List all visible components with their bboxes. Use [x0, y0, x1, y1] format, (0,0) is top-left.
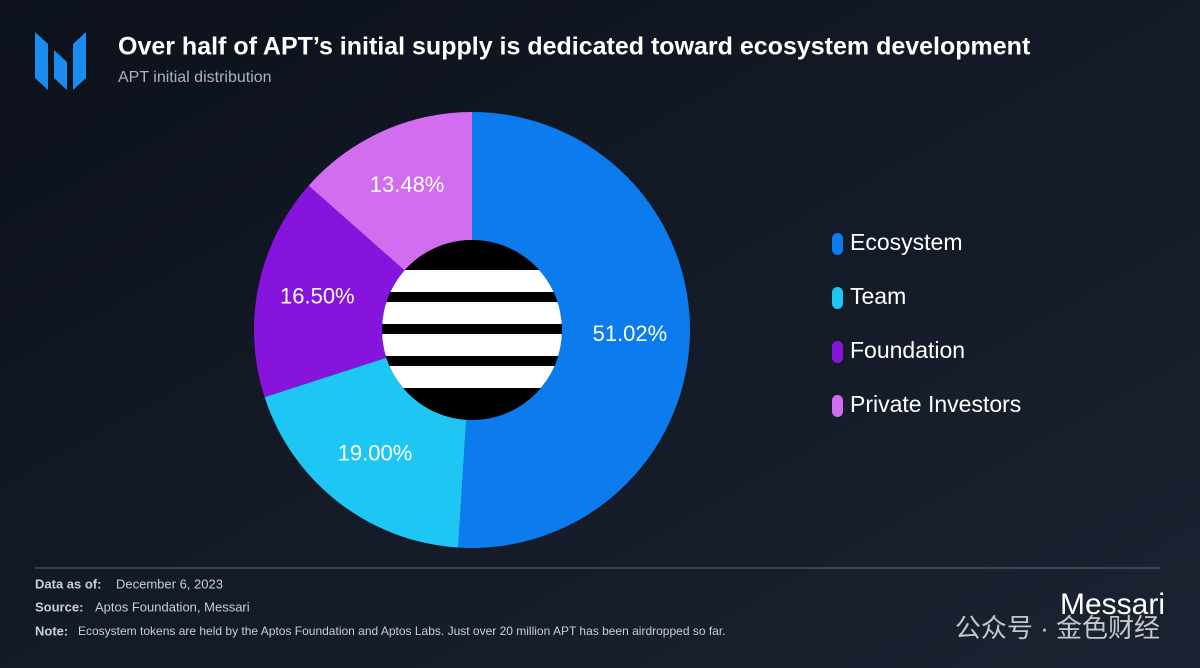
footer-label: Source: [35, 599, 83, 614]
legend-swatch [832, 287, 843, 309]
footer-label: Data as of: [35, 576, 101, 591]
legend-label: Foundation [850, 337, 965, 363]
donut: 51.02% 19.00% 16.50% 13.48% [254, 112, 691, 549]
legend-label: Team [850, 283, 906, 309]
slice [254, 185, 405, 398]
chart-subtitle: APT initial distribution [118, 69, 272, 86]
footer-text: Ecosystem tokens are held by the Aptos F… [78, 624, 726, 638]
value-label: 19.00% [338, 441, 413, 466]
slice [458, 112, 691, 549]
footer-text: December 6, 2023 [116, 576, 223, 591]
slice [264, 357, 467, 548]
footer-text: Aptos Foundation, Messari [95, 599, 250, 614]
value-label: 13.48% [370, 172, 445, 197]
brand: Messari [1060, 588, 1165, 621]
footer: Data as of: December 6, 2023 Source: Apt… [35, 576, 726, 638]
value-label: 51.02% [593, 321, 668, 346]
footer-label: Note: [35, 623, 68, 638]
legend-swatch [832, 233, 843, 255]
legend-label: Private Investors [850, 391, 1021, 417]
messari-logo [35, 32, 86, 90]
legend-swatch [832, 341, 843, 363]
chart-title: Over half of APT’s initial supply is ded… [118, 33, 1031, 61]
slice [308, 112, 472, 271]
aptos-logo [382, 240, 562, 420]
legend: Ecosystem Team Foundation Private Investors [832, 229, 1021, 417]
watermark: 公众号 · 金色财经 [955, 613, 1160, 643]
legend-swatch [832, 395, 843, 417]
value-label: 16.50% [280, 284, 355, 309]
legend-label: Ecosystem [850, 229, 962, 255]
